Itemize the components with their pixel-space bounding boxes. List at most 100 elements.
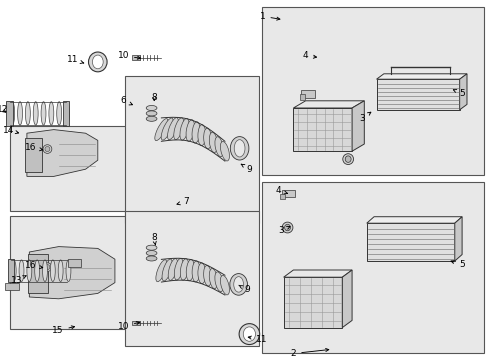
Ellipse shape (220, 141, 229, 161)
Ellipse shape (146, 256, 157, 261)
Ellipse shape (342, 154, 353, 165)
Polygon shape (283, 270, 351, 277)
Ellipse shape (146, 105, 157, 111)
Ellipse shape (243, 327, 255, 341)
Polygon shape (5, 283, 19, 290)
FancyBboxPatch shape (261, 182, 483, 353)
Ellipse shape (43, 263, 52, 271)
Ellipse shape (27, 260, 32, 282)
Text: 16: 16 (24, 143, 42, 152)
Ellipse shape (233, 276, 243, 292)
Ellipse shape (239, 324, 259, 345)
FancyBboxPatch shape (124, 76, 259, 223)
FancyBboxPatch shape (124, 211, 259, 346)
Ellipse shape (167, 118, 178, 140)
Ellipse shape (35, 260, 40, 282)
Ellipse shape (58, 260, 63, 282)
Text: 1: 1 (259, 12, 279, 21)
FancyBboxPatch shape (132, 321, 140, 325)
Polygon shape (342, 270, 351, 328)
Polygon shape (454, 217, 461, 261)
Ellipse shape (146, 116, 157, 121)
FancyBboxPatch shape (10, 216, 149, 329)
Text: 10: 10 (117, 321, 139, 330)
Polygon shape (283, 277, 342, 328)
Ellipse shape (162, 259, 172, 281)
Text: 11: 11 (66, 55, 83, 64)
FancyBboxPatch shape (281, 190, 295, 197)
Text: 13: 13 (11, 276, 26, 284)
Ellipse shape (18, 102, 22, 125)
Ellipse shape (214, 272, 223, 292)
Ellipse shape (234, 140, 244, 157)
Polygon shape (366, 217, 461, 223)
Ellipse shape (92, 55, 103, 69)
Ellipse shape (66, 260, 71, 282)
Ellipse shape (282, 222, 292, 233)
Polygon shape (29, 247, 115, 299)
Ellipse shape (209, 132, 217, 153)
Ellipse shape (42, 260, 47, 282)
FancyBboxPatch shape (132, 55, 140, 60)
FancyBboxPatch shape (8, 259, 14, 282)
Text: 6: 6 (120, 96, 132, 105)
Text: 8: 8 (151, 233, 157, 245)
FancyBboxPatch shape (300, 90, 315, 98)
FancyBboxPatch shape (261, 7, 483, 175)
Ellipse shape (156, 260, 166, 282)
Text: 9: 9 (238, 285, 249, 294)
Text: 5: 5 (450, 260, 464, 269)
Ellipse shape (64, 102, 69, 125)
Polygon shape (351, 101, 364, 151)
Ellipse shape (57, 102, 61, 125)
FancyBboxPatch shape (62, 101, 69, 126)
FancyBboxPatch shape (28, 254, 48, 293)
Ellipse shape (155, 118, 167, 141)
Text: 3: 3 (278, 226, 289, 235)
Ellipse shape (214, 137, 223, 157)
Ellipse shape (198, 125, 205, 146)
Ellipse shape (88, 52, 107, 72)
Text: 11: 11 (248, 335, 267, 343)
Text: 9: 9 (241, 164, 252, 174)
Text: 10: 10 (117, 51, 140, 60)
Ellipse shape (345, 156, 350, 162)
Ellipse shape (49, 102, 54, 125)
Ellipse shape (198, 263, 205, 284)
Text: 4: 4 (302, 51, 316, 60)
Ellipse shape (186, 260, 194, 281)
Polygon shape (376, 74, 466, 79)
Ellipse shape (146, 111, 157, 116)
Ellipse shape (209, 269, 217, 289)
Ellipse shape (284, 224, 290, 231)
Ellipse shape (180, 118, 189, 140)
Ellipse shape (43, 145, 52, 153)
Ellipse shape (146, 251, 157, 256)
Ellipse shape (220, 275, 229, 295)
Ellipse shape (11, 260, 16, 282)
Text: 7: 7 (177, 197, 188, 206)
Ellipse shape (50, 260, 55, 282)
Text: 2: 2 (290, 348, 328, 358)
Text: 5: 5 (452, 89, 464, 98)
Ellipse shape (10, 102, 15, 125)
Text: 4: 4 (275, 186, 287, 195)
FancyBboxPatch shape (6, 101, 13, 126)
Ellipse shape (174, 258, 183, 280)
Ellipse shape (192, 122, 200, 143)
Text: 3: 3 (358, 112, 370, 123)
Text: 8: 8 (151, 93, 157, 102)
Ellipse shape (45, 147, 50, 152)
Ellipse shape (180, 258, 188, 280)
Text: 16: 16 (24, 261, 42, 270)
Text: 12: 12 (0, 105, 8, 114)
FancyBboxPatch shape (10, 126, 149, 211)
Ellipse shape (230, 137, 248, 160)
Polygon shape (27, 130, 98, 176)
Ellipse shape (168, 258, 177, 280)
Ellipse shape (161, 118, 173, 140)
Ellipse shape (203, 265, 211, 286)
Polygon shape (293, 101, 364, 108)
Ellipse shape (45, 265, 50, 270)
FancyBboxPatch shape (24, 138, 42, 172)
